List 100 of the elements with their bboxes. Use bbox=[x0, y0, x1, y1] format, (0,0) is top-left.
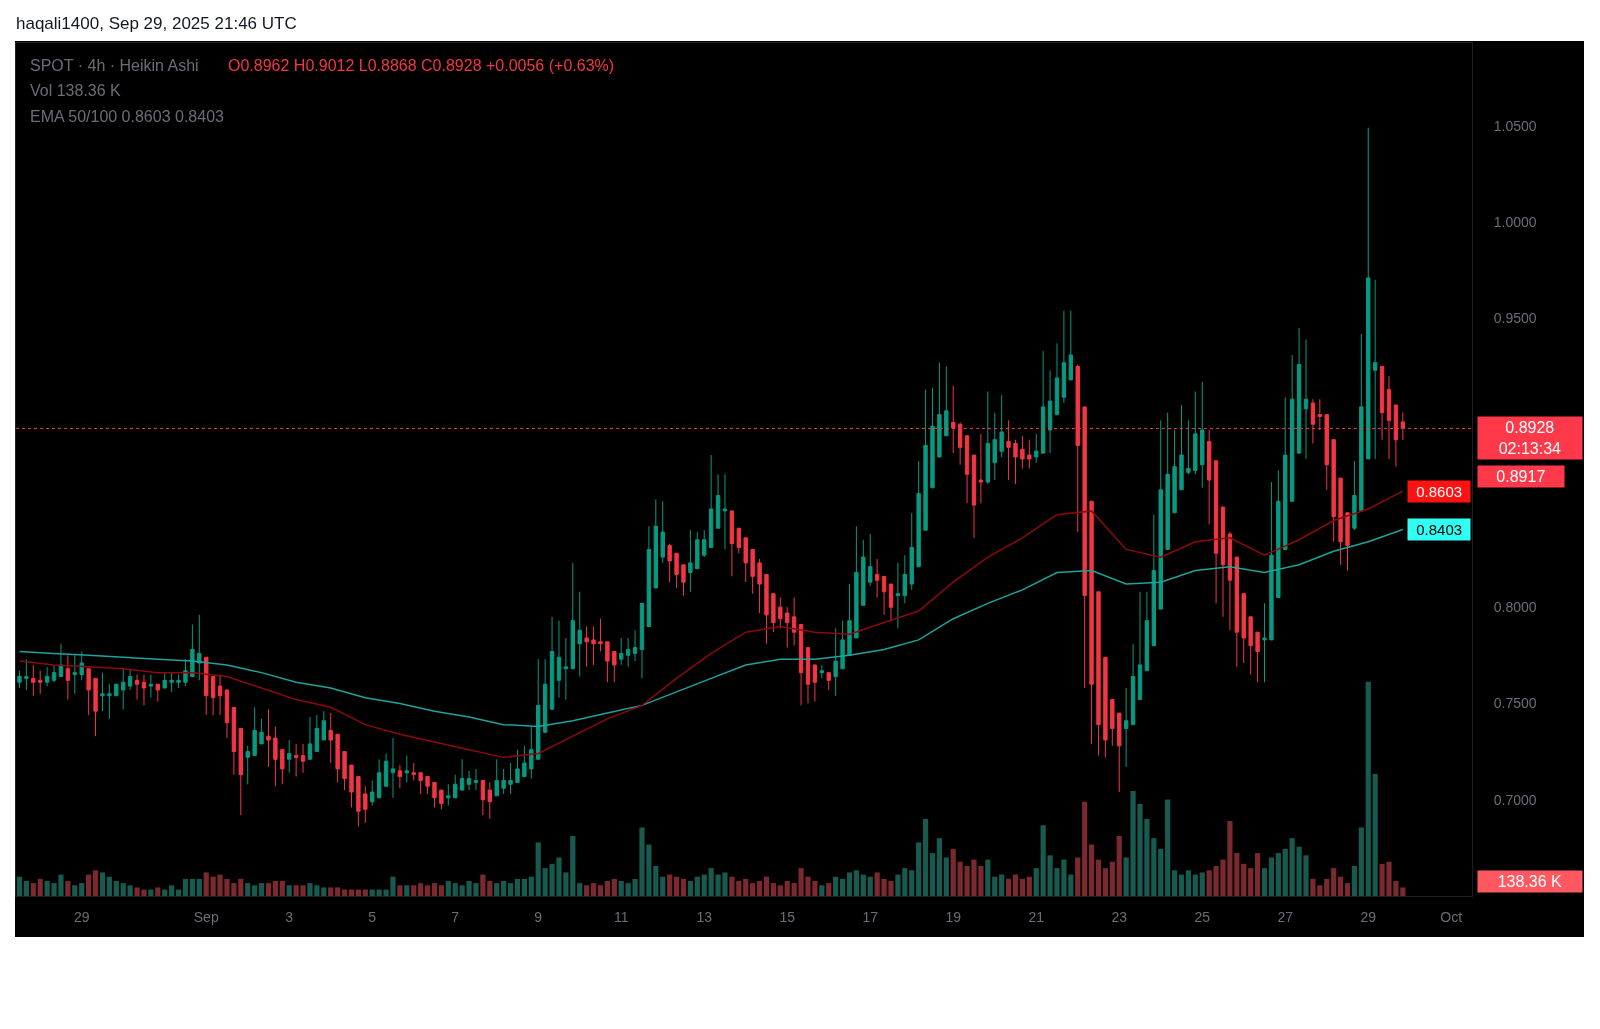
candlestick bbox=[1366, 127, 1371, 460]
x-tick-label: 29 bbox=[1360, 908, 1377, 925]
bar bbox=[480, 874, 486, 896]
candlestick bbox=[736, 527, 742, 554]
candlestick bbox=[86, 668, 91, 716]
bar bbox=[1116, 836, 1122, 896]
candlestick bbox=[916, 460, 921, 568]
bar bbox=[507, 883, 514, 896]
bar bbox=[258, 883, 265, 896]
candlestick bbox=[1241, 593, 1246, 664]
bar bbox=[936, 838, 942, 896]
bar bbox=[584, 885, 590, 896]
candlestick bbox=[1172, 429, 1177, 514]
candlestick bbox=[439, 789, 444, 810]
candlestick bbox=[584, 625, 589, 668]
x-tick-label: 9 bbox=[534, 908, 543, 925]
bar bbox=[784, 881, 790, 896]
candlestick bbox=[134, 674, 140, 701]
bar bbox=[1331, 868, 1337, 896]
candlestick bbox=[266, 708, 271, 768]
candlestick bbox=[58, 643, 64, 677]
bar bbox=[1158, 848, 1164, 896]
bar bbox=[1026, 876, 1032, 896]
bar bbox=[155, 887, 161, 896]
bar bbox=[521, 878, 527, 896]
candlestick bbox=[632, 629, 638, 662]
bar bbox=[1033, 868, 1039, 896]
bar bbox=[445, 881, 451, 896]
y-tick-label: 1.0500 bbox=[1493, 117, 1537, 134]
candlestick bbox=[217, 674, 223, 716]
candlestick bbox=[1117, 712, 1122, 793]
y-tick-label: 0.7000 bbox=[1493, 791, 1537, 808]
bar bbox=[23, 881, 29, 896]
candlestick bbox=[757, 558, 762, 614]
candlestick bbox=[833, 627, 838, 697]
candlestick bbox=[764, 573, 769, 645]
bar bbox=[756, 881, 763, 896]
bar bbox=[245, 883, 251, 896]
candlestick bbox=[909, 512, 914, 591]
x-tick-label: 19 bbox=[945, 908, 962, 925]
candlestick bbox=[923, 389, 928, 531]
bar bbox=[397, 885, 403, 896]
x-tick-label: 17 bbox=[862, 908, 879, 925]
candlestick bbox=[321, 710, 326, 741]
candlestick bbox=[204, 656, 209, 716]
candlestick bbox=[854, 525, 859, 639]
bar bbox=[653, 866, 659, 896]
bar bbox=[65, 881, 71, 896]
candlestick bbox=[1096, 591, 1101, 756]
candlestick bbox=[840, 620, 845, 670]
candlestick bbox=[307, 716, 313, 760]
candlestick bbox=[425, 776, 430, 795]
candlestick bbox=[702, 529, 707, 558]
bar bbox=[819, 885, 825, 896]
candlestick bbox=[591, 625, 596, 666]
candlestick bbox=[79, 650, 84, 681]
candlestick bbox=[1220, 506, 1226, 618]
candlestick bbox=[542, 658, 548, 733]
bar bbox=[1171, 870, 1178, 896]
candlestick bbox=[992, 412, 997, 481]
bar bbox=[999, 874, 1005, 896]
candlestick bbox=[487, 781, 492, 820]
candlestick bbox=[625, 637, 631, 668]
candlestick bbox=[743, 537, 748, 583]
candlestick bbox=[210, 675, 216, 716]
candlestick bbox=[1158, 419, 1163, 610]
bar bbox=[321, 887, 327, 896]
candlestick bbox=[459, 758, 465, 791]
bar bbox=[1372, 773, 1378, 896]
bar bbox=[127, 885, 133, 896]
bar bbox=[1005, 878, 1012, 896]
bar bbox=[673, 876, 680, 896]
candlestick bbox=[453, 774, 458, 799]
candlestick bbox=[805, 647, 811, 704]
candlestick bbox=[674, 552, 679, 589]
bar bbox=[341, 889, 348, 896]
bar bbox=[1351, 866, 1358, 896]
bar bbox=[992, 876, 998, 896]
candlestick bbox=[397, 764, 403, 789]
bar bbox=[839, 878, 846, 896]
bar bbox=[528, 876, 534, 896]
bar bbox=[169, 885, 175, 896]
candlestick bbox=[1255, 631, 1260, 683]
candlestick bbox=[722, 473, 728, 550]
bar bbox=[535, 842, 541, 896]
bar bbox=[196, 878, 202, 896]
candlestick bbox=[1248, 616, 1253, 676]
candlestick bbox=[881, 575, 887, 616]
bar bbox=[162, 889, 168, 896]
bar bbox=[1192, 874, 1198, 896]
bar bbox=[667, 874, 673, 896]
bar bbox=[597, 885, 604, 896]
candlestick bbox=[1130, 643, 1136, 726]
candlestick bbox=[1054, 342, 1060, 416]
chart-title: haqali1400, Sep 29, 2025 21:46 UTC bbox=[16, 13, 297, 33]
bar bbox=[1254, 853, 1261, 896]
bar bbox=[1088, 844, 1095, 896]
candlestick bbox=[964, 435, 970, 504]
bar bbox=[203, 872, 209, 896]
candlestick bbox=[978, 433, 984, 504]
